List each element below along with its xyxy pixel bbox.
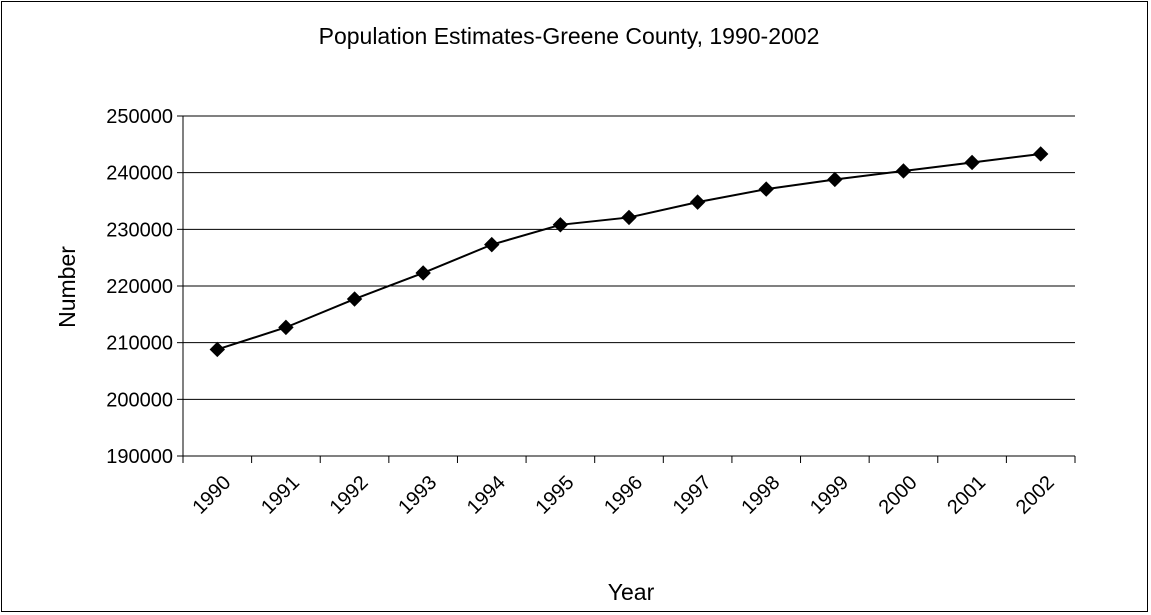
data-point-marker xyxy=(484,236,500,253)
x-tick-label: 1990 xyxy=(188,472,235,519)
data-point-marker xyxy=(827,171,843,188)
y-tick-label: 190000 xyxy=(106,446,173,468)
data-point-marker xyxy=(689,194,706,210)
series-line xyxy=(217,152,1041,351)
y-tick-label: 230000 xyxy=(106,219,173,241)
x-tick-labels: 1990 1991 1992 1993 1994 1995 1996 1997 1998 1999… xyxy=(188,472,1058,519)
data-point-marker xyxy=(415,265,431,281)
y-axis-title: Number xyxy=(54,246,80,328)
data-point-marker xyxy=(1032,146,1049,162)
y-tick-label: 210000 xyxy=(106,333,173,355)
data-point-marker xyxy=(346,291,363,307)
x-tick-label: 1995 xyxy=(532,472,579,519)
x-tick-label: 2000 xyxy=(875,472,922,519)
y-tick-label: 200000 xyxy=(106,389,173,411)
data-point-marker xyxy=(552,217,569,233)
x-tick-label: 1994 xyxy=(463,472,510,519)
axes xyxy=(177,115,1076,463)
y-tick-label: 240000 xyxy=(106,163,173,185)
x-tick-label: 1998 xyxy=(737,472,784,519)
x-tick-label: 2001 xyxy=(943,472,990,519)
x-tick-label: 1991 xyxy=(257,472,304,519)
y-tick-label: 250000 xyxy=(106,106,173,128)
data-point-marker xyxy=(209,341,226,358)
x-tick-label: 2002 xyxy=(1012,472,1059,519)
x-tick-label: 1996 xyxy=(600,472,647,519)
data-point-marker xyxy=(278,319,294,336)
y-tick-label: 220000 xyxy=(106,276,173,298)
x-tick-label: 1992 xyxy=(326,472,373,519)
data-point-marker xyxy=(758,181,774,197)
series-layer xyxy=(209,146,1049,358)
data-point-marker xyxy=(964,154,980,171)
x-axis-title: Year xyxy=(608,579,655,605)
x-tick-label: 1997 xyxy=(669,472,716,519)
chart-title: Population Estimates-Greene County, 1990… xyxy=(319,23,820,49)
gridlines xyxy=(183,115,1075,400)
x-tick-label: 1999 xyxy=(806,472,853,519)
y-tick-labels: 190000 200000 210000 220000 230000 240000 2500… xyxy=(106,106,173,468)
data-point-marker xyxy=(895,163,912,179)
x-tick-label: 1993 xyxy=(394,472,441,519)
data-point-marker xyxy=(621,209,637,226)
